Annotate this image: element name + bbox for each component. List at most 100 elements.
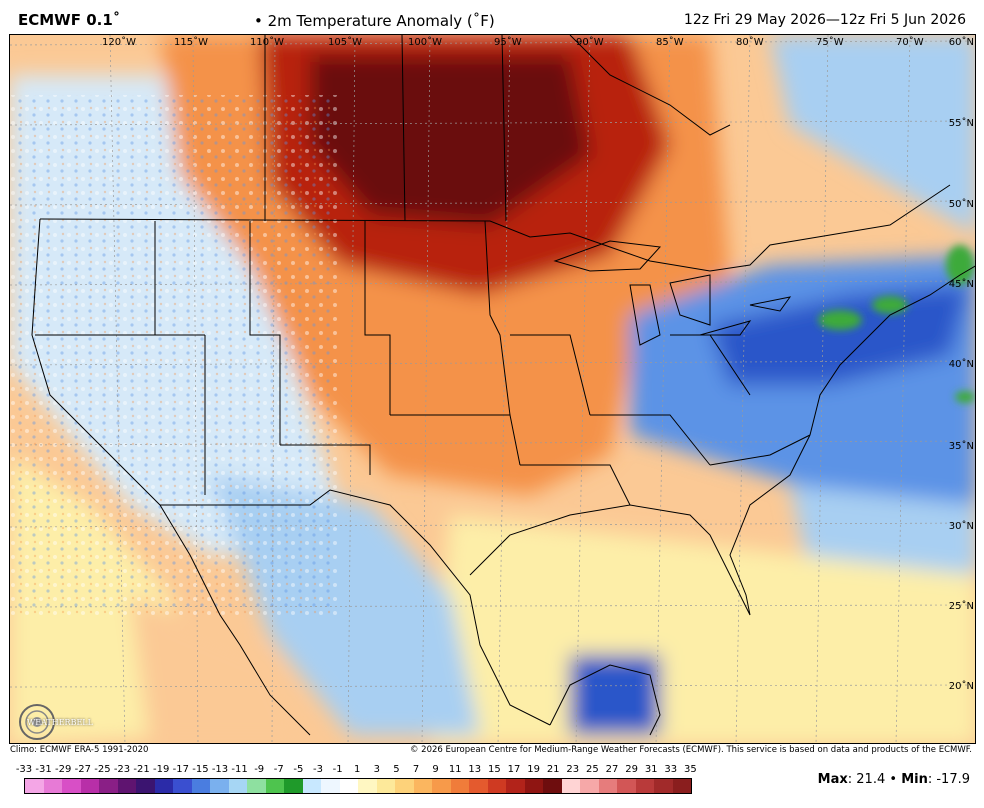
- yucatan-cool-field: [570, 655, 660, 735]
- max-value: 21.4: [856, 772, 886, 787]
- model-title: ECMWF 0.1˚: [18, 11, 121, 29]
- legend-label: -25: [94, 764, 111, 775]
- weatherbell-logo: WEATHERBELL: [13, 700, 93, 742]
- legend-swatch: [672, 779, 691, 793]
- legend-label: -1: [332, 764, 343, 775]
- legend-swatch: [450, 779, 469, 793]
- legend-swatch: [210, 779, 229, 793]
- legend-label: -13: [211, 764, 229, 775]
- stats-separator: •: [889, 772, 898, 787]
- legend-labels: -33 -31 -29 -27 -25 -23 -21 -19 -17 -15 -13 -11 -9 -7…: [15, 764, 708, 778]
- lake-erie: [699, 320, 752, 336]
- hudson-bay-coast: [569, 35, 731, 136]
- legend-swatch: [247, 779, 266, 793]
- legend-label: -19: [153, 764, 170, 775]
- green-patch: [818, 310, 862, 330]
- legend-swatch: [339, 779, 358, 793]
- legend-label: -5: [293, 764, 304, 775]
- logo-text: WEATHERBELL: [27, 718, 93, 727]
- legend-label: -15: [192, 764, 209, 775]
- legend-swatch: [62, 779, 81, 793]
- legend-label: 13: [468, 764, 482, 775]
- latitude-label: 45˚N: [949, 278, 974, 290]
- max-min-readout: Max: 21.4 • Min: -17.9: [817, 772, 970, 787]
- legend-swatch: [580, 779, 599, 793]
- lake-superior: [553, 240, 662, 272]
- legend-swatch: [561, 779, 580, 793]
- lake-huron: [669, 274, 711, 326]
- legend-swatch: [432, 779, 451, 793]
- latitude-label: 50˚N: [949, 198, 974, 210]
- legend-swatch: [265, 779, 284, 793]
- longitude-label: 115˚W: [174, 36, 208, 48]
- legend-label: -33: [15, 764, 33, 775]
- legend-label: -9: [254, 764, 265, 775]
- legend-swatch: [413, 779, 432, 793]
- anomaly-map[interactable]: 120˚W 115˚W 110˚W 105˚W 100˚W 95˚W 90˚W 85˚W 80˚…: [9, 34, 976, 744]
- appalachian-cold-field: [710, 285, 970, 385]
- longitude-labels: 120˚W 115˚W 110˚W 105˚W 100˚W 95˚W 90˚W 85˚W 80˚…: [102, 36, 924, 48]
- legend-swatch: [136, 779, 155, 793]
- latitude-label: 20˚N: [949, 680, 974, 692]
- legend-label: 25: [586, 764, 599, 775]
- legend-swatch: [506, 779, 525, 793]
- product-title: • 2m Temperature Anomaly (˚F): [254, 12, 495, 30]
- lake-michigan: [629, 284, 661, 346]
- max-label: Max: [817, 772, 848, 787]
- us-canada-border: [39, 184, 951, 272]
- climo-note: Climo: ECMWF ERA-5 1991-2020: [10, 745, 149, 755]
- labrador-cool-field: [770, 35, 975, 234]
- lake-ontario: [749, 296, 792, 312]
- longitude-label: 110˚W: [250, 36, 284, 48]
- latitude-label: 40˚N: [949, 358, 974, 370]
- legend-label: -31: [35, 764, 52, 775]
- legend-label: 1: [354, 764, 361, 775]
- latitude-label: 25˚N: [949, 600, 974, 612]
- legend-swatch: [80, 779, 99, 793]
- legend-swatch: [284, 779, 303, 793]
- legend-swatch: [376, 779, 395, 793]
- map-canvas: 120˚W 115˚W 110˚W 105˚W 100˚W 95˚W 90˚W 85˚W 80˚…: [10, 35, 975, 743]
- legend-label: -23: [113, 764, 131, 775]
- latitude-label: 60˚N: [949, 36, 974, 48]
- legend-label: 27: [605, 764, 619, 775]
- latitude-label: 35˚N: [949, 440, 974, 452]
- legend-label: 3: [373, 764, 380, 775]
- graticule: [10, 35, 975, 743]
- legend-swatch: [395, 779, 414, 793]
- baja-coast: [159, 504, 311, 736]
- green-patch: [872, 296, 908, 314]
- longitude-label: 105˚W: [328, 36, 362, 48]
- legend-label: -21: [133, 764, 150, 775]
- longitude-label: 70˚W: [896, 36, 924, 48]
- legend-label: 35: [684, 764, 697, 775]
- legend-label: -17: [172, 764, 189, 775]
- legend-label: -11: [231, 764, 248, 775]
- borders: [31, 35, 975, 736]
- legend-label: 21: [546, 764, 560, 775]
- legend-label: 23: [566, 764, 580, 775]
- prairie-extreme-field: [310, 55, 590, 225]
- legend-swatch: [321, 779, 340, 793]
- legend-swatch: [43, 779, 62, 793]
- legend-label: -3: [313, 764, 323, 775]
- legend-label: -7: [273, 764, 284, 775]
- legend-swatch: [524, 779, 543, 793]
- legend-label: 11: [448, 764, 462, 775]
- longitude-label: 90˚W: [576, 36, 604, 48]
- latitude-labels: 60˚N 55˚N 50˚N 45˚N 40˚N 35˚N 30˚N 25˚N 20˚N: [949, 36, 974, 692]
- yucatan-coast: [549, 664, 661, 736]
- color-legend: -33 -31 -29 -27 -25 -23 -21 -19 -17 -15 -13 -11 -9 -7…: [15, 764, 708, 800]
- terrain-texture: [10, 95, 340, 615]
- legend-swatch: [154, 779, 173, 793]
- legend-swatch: [487, 779, 506, 793]
- longitude-label: 80˚W: [736, 36, 764, 48]
- legend-swatch: [358, 779, 377, 793]
- legend-label: 33: [664, 764, 678, 775]
- legend-swatch: [173, 779, 192, 793]
- legend-swatch: [99, 779, 118, 793]
- cold-patches: [818, 245, 975, 403]
- atlantic-coast: [809, 265, 975, 436]
- legend-label: 17: [507, 764, 521, 775]
- legend-swatch: [191, 779, 210, 793]
